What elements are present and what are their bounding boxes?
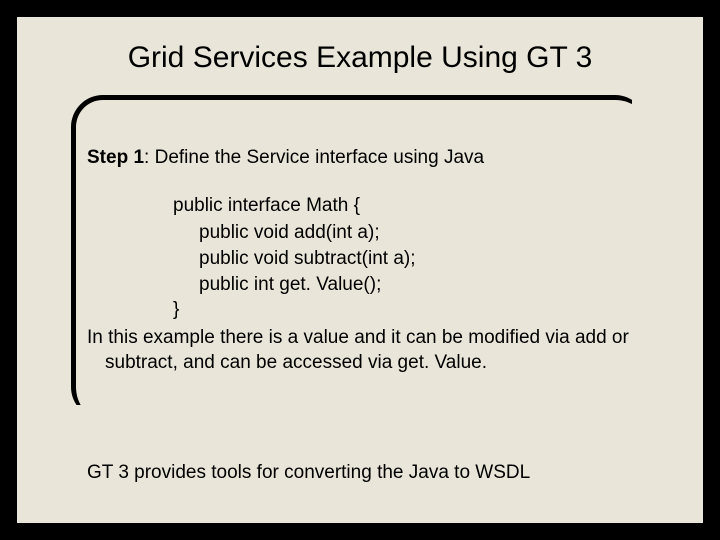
frame-mask xyxy=(71,405,661,435)
step-label: Step 1 xyxy=(87,147,144,168)
step-line: Step 1: Define the Service interface usi… xyxy=(87,145,677,171)
code-line: public int get. Value(); xyxy=(199,272,677,298)
code-line: public void add(int a); xyxy=(199,220,677,246)
step-text: Define the Service interface using Java xyxy=(155,147,485,168)
slide: Grid Services Example Using GT 3 Step 1:… xyxy=(17,17,703,523)
content-area: Step 1: Define the Service interface usi… xyxy=(87,145,677,376)
footer-text: GT 3 provides tools for converting the J… xyxy=(87,462,677,484)
slide-title: Grid Services Example Using GT 3 xyxy=(17,41,703,75)
code-line: public void subtract(int a); xyxy=(199,246,677,272)
step-separator: : xyxy=(144,147,155,168)
summary-text: In this example there is a value and it … xyxy=(87,325,677,376)
code-line: } xyxy=(173,297,677,323)
code-line: public interface Math { xyxy=(173,193,677,219)
